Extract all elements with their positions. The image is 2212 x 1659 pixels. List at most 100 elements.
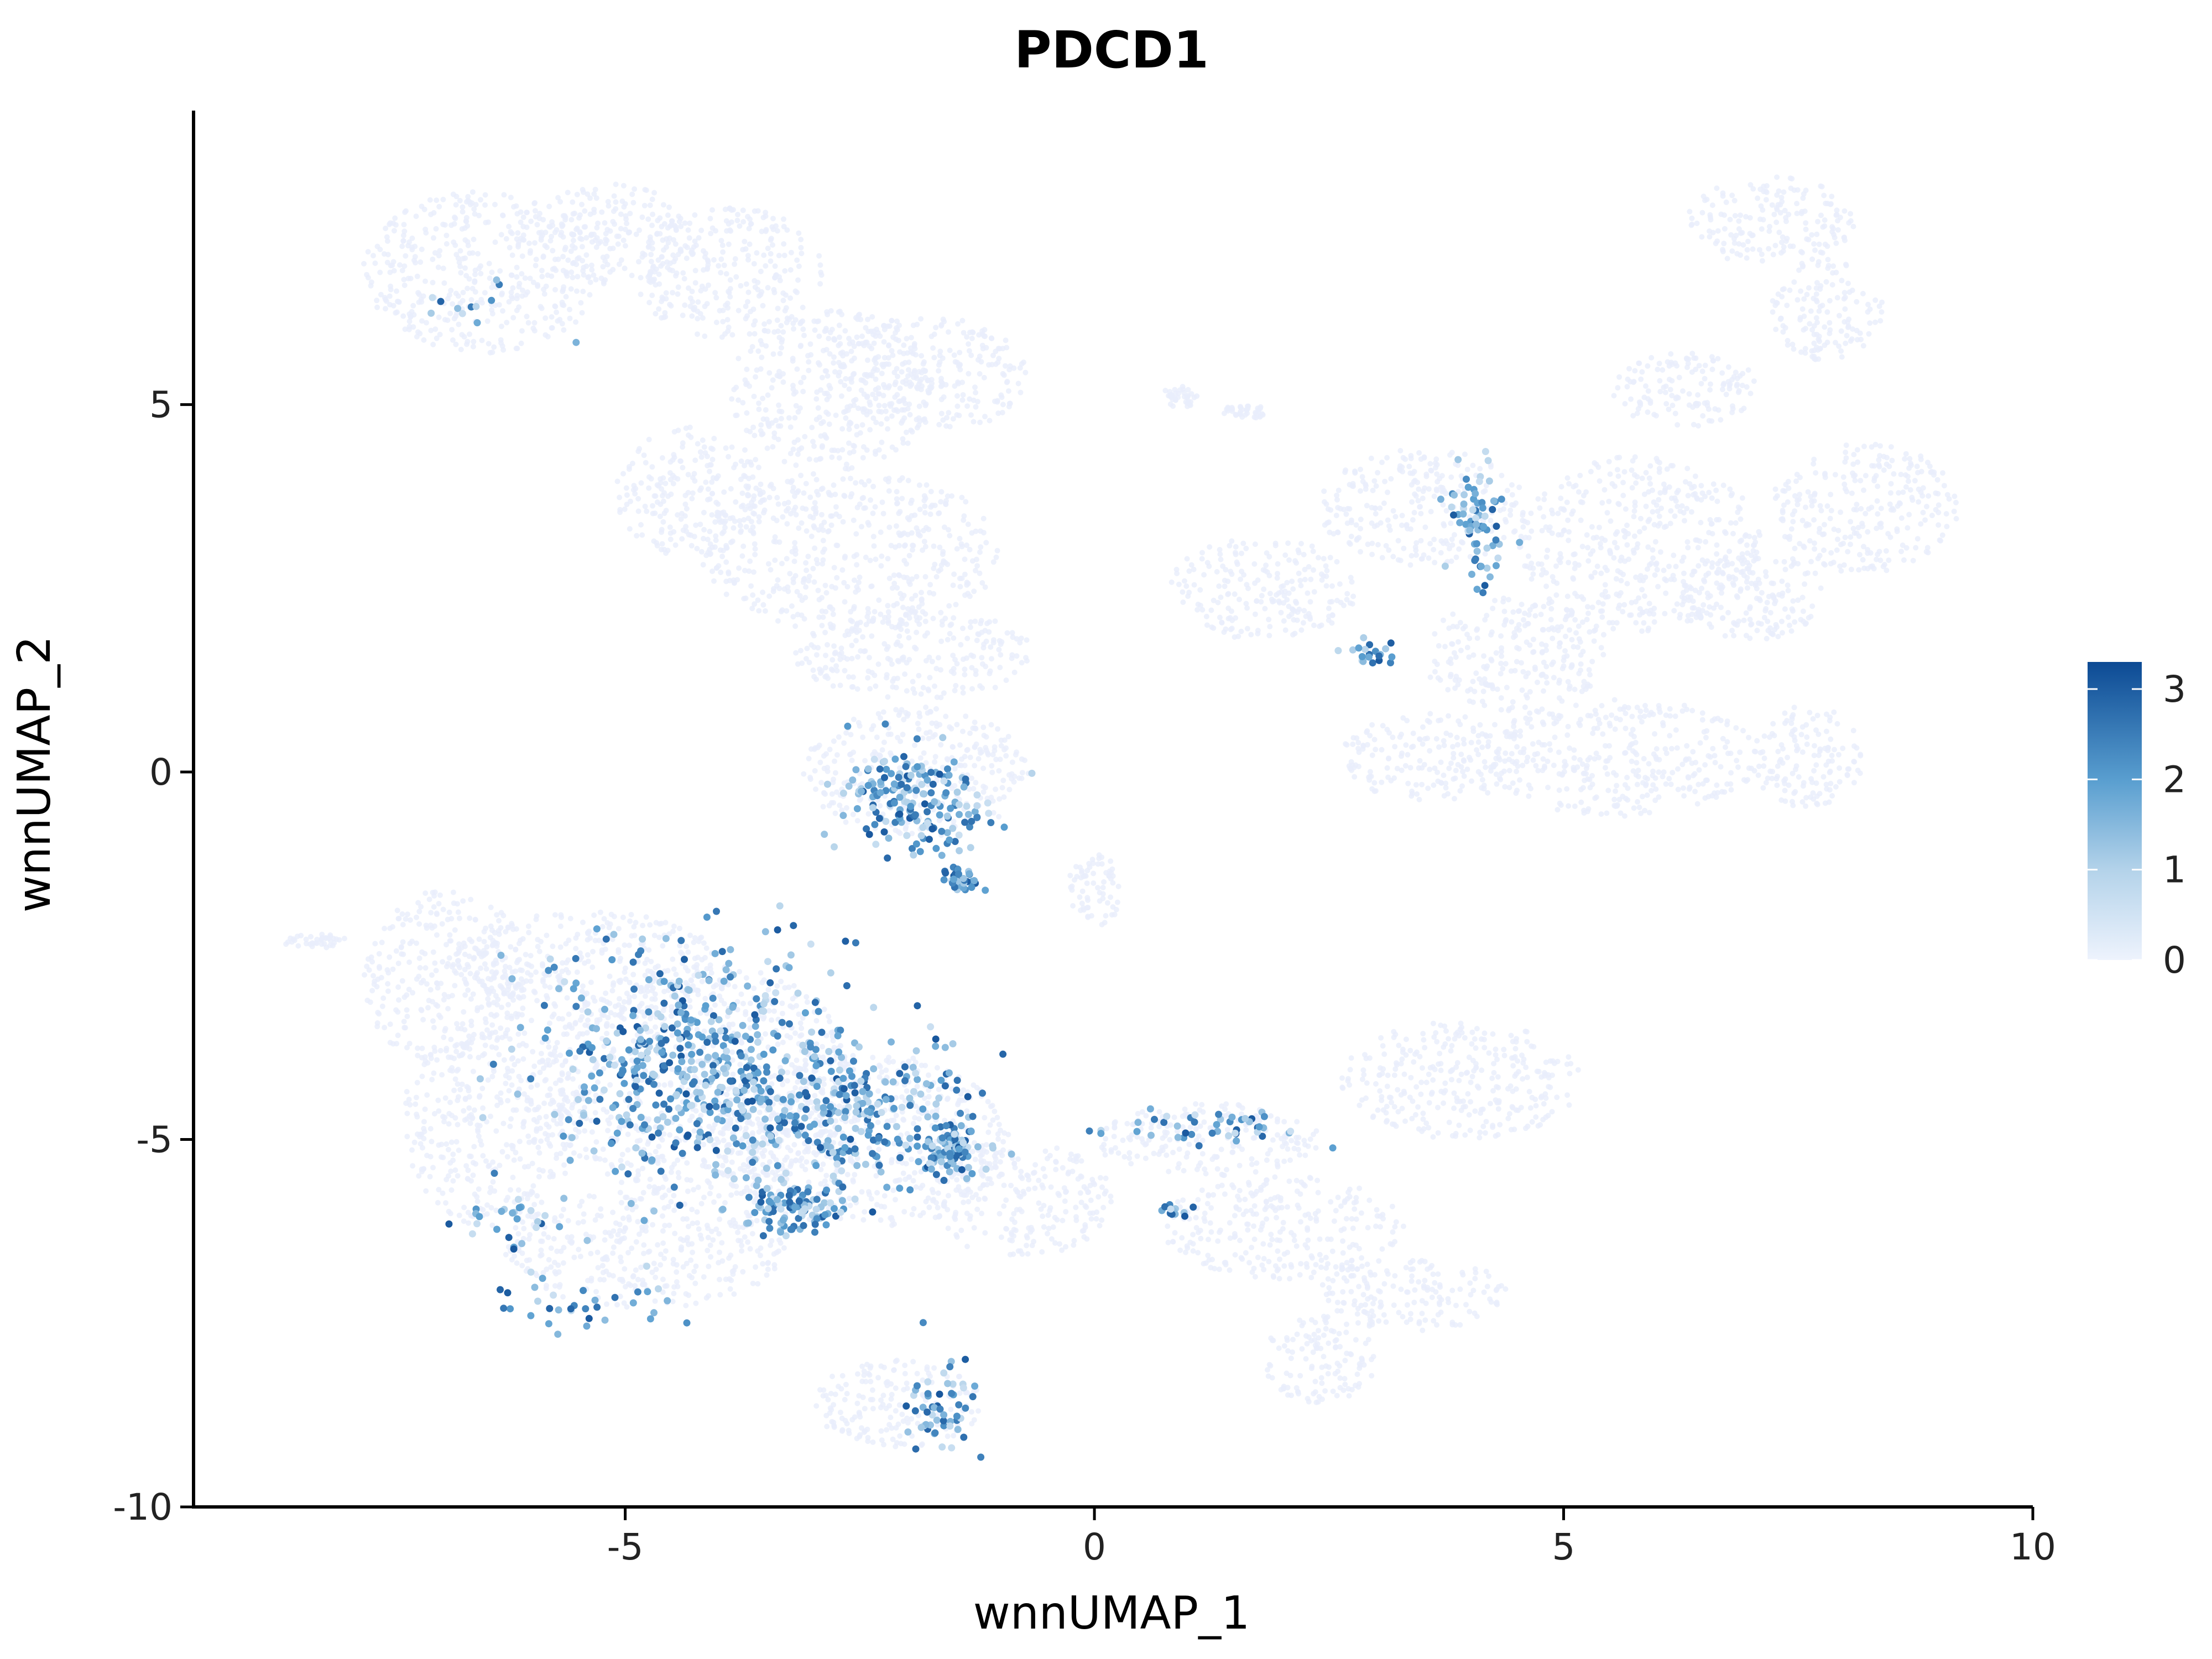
background-cell — [751, 393, 757, 399]
background-cell — [1845, 325, 1851, 330]
background-cell — [765, 561, 771, 567]
background-cell — [1861, 444, 1867, 450]
background-cell — [763, 227, 769, 233]
background-cell — [1524, 564, 1530, 569]
background-cell — [769, 385, 775, 391]
background-cell — [811, 579, 817, 585]
background-cell — [1613, 788, 1619, 794]
background-cell — [525, 320, 531, 326]
background-cell — [954, 393, 960, 399]
background-cell — [784, 608, 790, 614]
background-cell — [1427, 461, 1433, 467]
background-cell — [420, 293, 426, 299]
background-cell — [901, 530, 907, 536]
background-cell — [864, 411, 870, 418]
background-cell — [701, 509, 707, 515]
background-cell — [670, 457, 676, 463]
background-cell — [1680, 589, 1686, 596]
background-cell — [1615, 568, 1621, 574]
background-cell — [1499, 472, 1505, 478]
background-cell — [1941, 483, 1947, 489]
background-cell — [719, 554, 726, 560]
background-cell — [684, 255, 690, 262]
background-cell — [422, 278, 428, 284]
background-cell — [747, 429, 753, 435]
background-cell — [1601, 487, 1608, 493]
background-cell — [783, 305, 789, 311]
background-cell — [1337, 506, 1343, 512]
background-cell — [1800, 618, 1806, 624]
background-cell — [731, 525, 737, 531]
background-cell — [1702, 762, 1708, 768]
background-cell — [1720, 247, 1726, 253]
background-cell — [806, 578, 812, 584]
background-cell — [998, 737, 1004, 743]
background-cell — [709, 568, 715, 575]
background-cell — [1935, 491, 1941, 497]
background-cell — [1806, 522, 1812, 528]
background-cell — [1453, 674, 1459, 680]
background-cell — [1866, 331, 1872, 337]
background-cell — [659, 254, 665, 260]
background-cell — [1673, 564, 1679, 570]
background-cell — [1488, 518, 1494, 524]
background-cell — [788, 249, 794, 255]
background-cell — [724, 317, 731, 323]
background-cell — [1896, 490, 1902, 496]
background-cell — [1782, 606, 1788, 612]
background-cell — [1631, 472, 1637, 478]
background-cell — [778, 416, 784, 421]
background-cell — [774, 228, 780, 234]
background-cell — [836, 309, 842, 315]
background-cell — [983, 664, 989, 670]
background-cell — [1925, 460, 1931, 466]
background-cell — [489, 284, 495, 290]
background-cell — [1835, 218, 1840, 224]
background-cell — [458, 347, 464, 352]
background-cell — [1773, 300, 1780, 306]
background-cell — [514, 264, 520, 270]
background-cell — [980, 645, 987, 651]
background-cell — [1719, 570, 1725, 576]
background-cell — [1003, 753, 1009, 759]
background-cell — [1669, 745, 1674, 752]
background-cell — [917, 713, 923, 719]
background-cell — [1818, 212, 1824, 218]
background-cell — [1749, 581, 1755, 586]
background-cell — [969, 558, 975, 564]
background-cell — [643, 187, 649, 193]
background-cell — [1532, 666, 1538, 672]
background-cell — [1728, 520, 1734, 526]
background-cell — [1558, 484, 1564, 490]
background-cell — [1936, 509, 1942, 515]
background-cell — [627, 211, 633, 217]
background-cell — [911, 609, 917, 615]
background-cell — [1266, 617, 1272, 623]
background-cell — [1390, 508, 1396, 514]
background-cell — [902, 826, 909, 832]
background-cell — [1840, 540, 1846, 546]
background-cell — [1543, 674, 1549, 680]
background-cell — [1633, 599, 1639, 605]
background-cell — [790, 358, 796, 364]
background-cell — [741, 596, 747, 602]
background-cell — [973, 567, 978, 573]
background-cell — [1006, 772, 1012, 778]
background-cell — [927, 582, 933, 588]
background-cell — [899, 495, 905, 502]
background-cell — [1188, 399, 1194, 405]
background-cell — [738, 504, 744, 510]
background-cell — [756, 406, 762, 413]
background-cell — [1691, 568, 1697, 575]
background-cell — [666, 235, 672, 241]
background-cell — [1703, 734, 1709, 740]
background-cell — [622, 506, 628, 512]
background-cell — [1910, 497, 1916, 503]
background-cell — [1579, 499, 1585, 505]
background-cell — [923, 760, 929, 766]
background-cell — [467, 331, 472, 337]
background-cell — [798, 237, 804, 243]
background-cell — [1657, 549, 1663, 555]
background-cell — [1697, 538, 1703, 544]
background-cell — [1572, 591, 1578, 597]
